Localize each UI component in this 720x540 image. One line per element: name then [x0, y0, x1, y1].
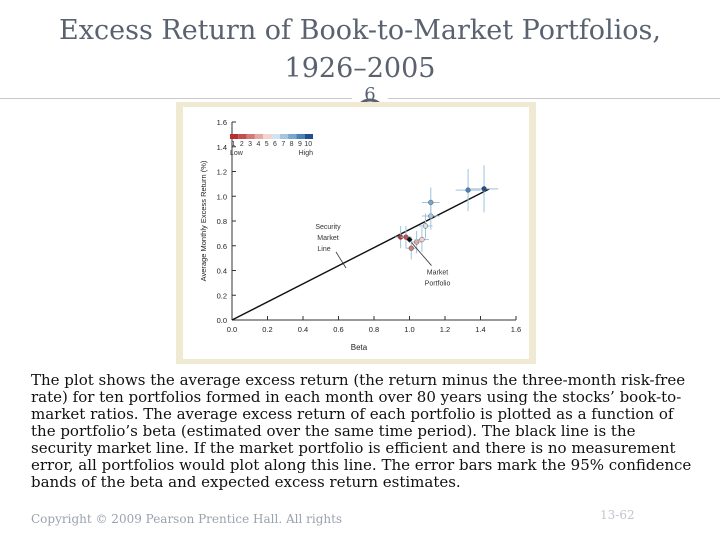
- sml-label-pointer: [335, 251, 347, 269]
- y-tick-label: 1.6: [217, 118, 227, 127]
- plot-panel: [183, 107, 529, 359]
- sml-label-line2: Market: [317, 235, 338, 242]
- sml-label-line1: Security: [315, 224, 341, 231]
- y-tick-label: 1.0: [217, 192, 227, 201]
- legend-swatch: [246, 134, 255, 139]
- y-tick-label: 0.6: [217, 242, 227, 251]
- portfolio-point: [465, 187, 471, 193]
- legend-swatch: [263, 134, 272, 139]
- legend-number: 7: [281, 141, 285, 148]
- market-portfolio-point: [406, 236, 413, 243]
- legend-swatch: [288, 134, 297, 139]
- legend-number: 4: [256, 141, 260, 148]
- portfolio-point: [428, 199, 434, 206]
- legend-swatch: [304, 134, 313, 139]
- scatter-plot: 0.0 0.2 0.4 0.6 0.8 1.0 1.2 1.4 1.6 0.0 0.2 0.4 0.6 0…: [183, 107, 529, 359]
- y-tick-label: 0.8: [217, 217, 227, 226]
- x-tick-label: 1.4: [475, 325, 485, 334]
- sml-label-line3: Line: [317, 246, 330, 253]
- figure-caption: The plot shows the average excess return…: [31, 371, 692, 491]
- legend-number: 1: [232, 141, 236, 148]
- legend-swatch: [238, 134, 247, 139]
- x-tick-label: 1.0: [404, 325, 414, 334]
- x-tick-label: 0.0: [227, 325, 237, 334]
- y-tick-label: 0.4: [217, 267, 227, 276]
- y-tick-label: 0.2: [217, 291, 227, 300]
- y-tick-label: 1.2: [217, 168, 227, 177]
- y-tick-label: 1.4: [217, 143, 227, 152]
- page-number: 13-62: [600, 508, 635, 522]
- legend-low-label: Low: [230, 150, 244, 157]
- portfolio-point: [403, 234, 409, 240]
- market-portfolio-pointer: [411, 242, 432, 266]
- copyright-footer: Copyright © 2009 Pearson Prentice Hall. …: [31, 512, 343, 526]
- legend-number: 8: [290, 141, 294, 148]
- legend-number: 10: [304, 141, 312, 148]
- x-tick-label: 1.2: [440, 325, 450, 334]
- legend-number: 3: [248, 141, 252, 148]
- legend-swatch: [254, 134, 264, 139]
- chart-figure: 0.0 0.2 0.4 0.6 0.8 1.0 1.2 1.4 1.6 0.0 0.2 0.4 0.6 0…: [176, 102, 536, 364]
- title-divider-right: [388, 98, 720, 99]
- slide-title: Excess Return of Book-to-Market Portfoli…: [59, 15, 661, 84]
- legend-swatch: [296, 134, 305, 139]
- legend-number: 9: [298, 141, 302, 148]
- x-tick-label: 1.6: [511, 325, 521, 334]
- x-tick-label: 0.2: [262, 325, 272, 334]
- market-label-line2: Portfolio: [425, 281, 451, 288]
- portfolio-point: [419, 236, 425, 243]
- portfolio-point: [408, 245, 414, 251]
- legend-number: 5: [265, 141, 269, 148]
- legend-number: 6: [273, 141, 277, 148]
- legend-high-label: High: [299, 150, 314, 157]
- slide-number-top: 6: [364, 84, 376, 105]
- x-axis-label: Beta: [351, 343, 368, 352]
- portfolio-point: [422, 223, 429, 229]
- market-label-line1: Market: [427, 270, 448, 277]
- portfolio-point: [413, 239, 420, 245]
- y-tick-label: 0.0: [217, 316, 227, 325]
- security-market-line: [231, 188, 490, 321]
- legend-number: 2: [240, 141, 244, 148]
- title-divider-left: [0, 98, 352, 99]
- legend-swatch: [271, 134, 280, 139]
- portfolio-point: [481, 186, 487, 192]
- legend-swatch: [230, 134, 239, 139]
- legend-swatch: [279, 134, 289, 139]
- x-tick-label: 0.6: [333, 325, 343, 334]
- x-tick-label: 0.4: [298, 325, 308, 334]
- x-tick-label: 0.8: [369, 325, 379, 334]
- y-axis-label: Average Monthly Excess Return (%): [199, 160, 208, 281]
